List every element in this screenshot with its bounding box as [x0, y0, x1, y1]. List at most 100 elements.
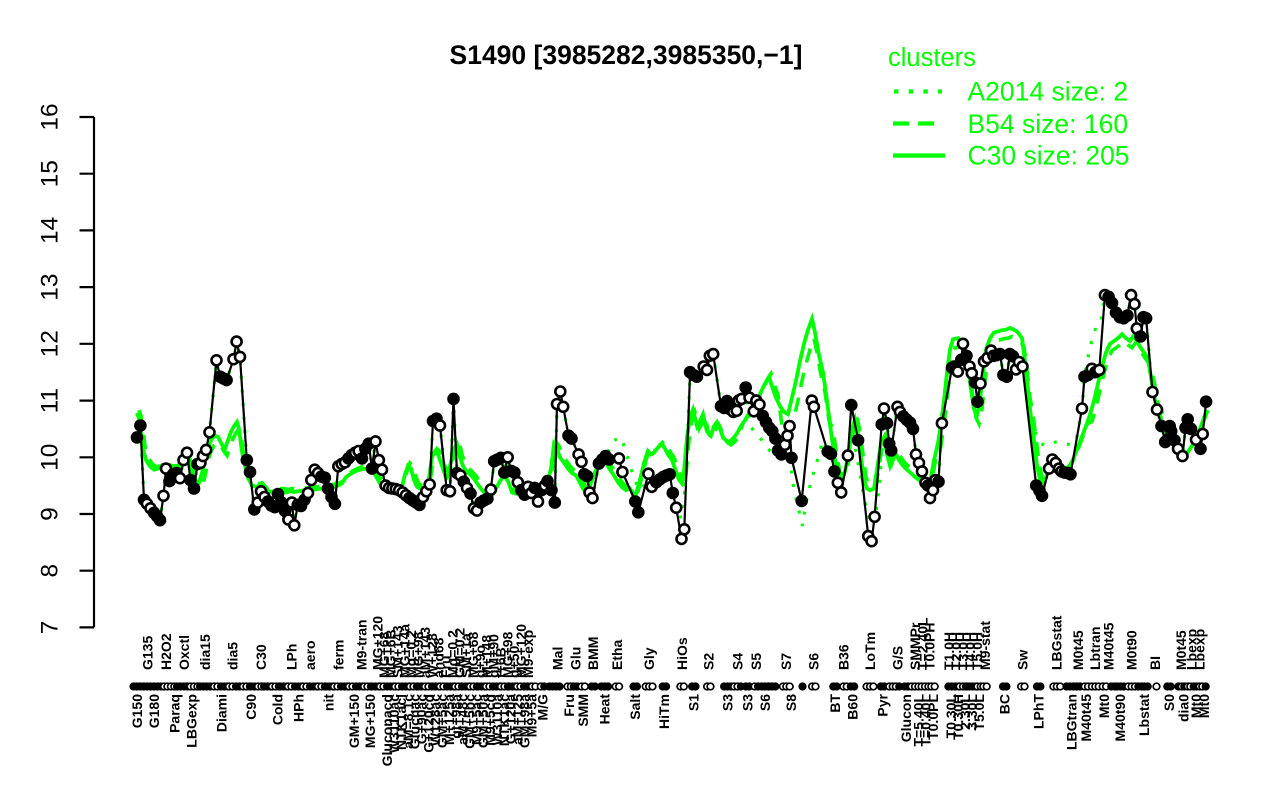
- svg-text:M9-tran: M9-tran: [353, 619, 369, 670]
- svg-text:aM=8.1c: aM=8.1c: [400, 694, 416, 749]
- svg-text:M9+5a: M9+5a: [523, 694, 539, 737]
- svg-text:M0t90: M0t90: [1123, 630, 1139, 670]
- svg-text:ferm: ferm: [331, 640, 347, 670]
- svg-text:Salt: Salt: [627, 694, 643, 720]
- svg-text:Mt0: Mt0: [1096, 694, 1112, 718]
- svg-text:g+9o: g+9o: [472, 645, 488, 678]
- svg-text:14: 14: [37, 217, 64, 244]
- svg-text:Pyr: Pyr: [874, 693, 890, 716]
- svg-text:B36: B36: [836, 644, 852, 670]
- svg-text:GM+5ac: GM+5ac: [434, 694, 450, 748]
- svg-text:Glucnac: Glucnac: [407, 694, 423, 749]
- svg-text:dia0: dia0: [1176, 694, 1192, 722]
- svg-text:MG+120: MG+120: [513, 624, 529, 678]
- svg-text:M+148: M+148: [479, 635, 495, 678]
- svg-text:Gly: Gly: [641, 647, 657, 670]
- svg-text:LBGexp: LBGexp: [184, 694, 200, 748]
- svg-text:G+120a: G+120a: [503, 694, 519, 744]
- svg-text:S7: S7: [778, 653, 794, 670]
- svg-text:T=2.40L: T=2.40L: [914, 617, 930, 670]
- svg-text:SMMPr: SMMPr: [907, 622, 923, 670]
- svg-text:Mg=0.2: Mg=0.2: [403, 630, 419, 678]
- svg-text:15: 15: [37, 160, 64, 187]
- svg-text:S4: S4: [729, 653, 745, 670]
- svg-text:LPhT: LPhT: [1031, 694, 1047, 729]
- svg-text:S1490 [3985282,3985350,−1]: S1490 [3985282,3985350,−1]: [450, 40, 803, 70]
- svg-text:M+125a: M+125a: [441, 694, 457, 745]
- svg-text:MG+68: MG+68: [376, 631, 392, 678]
- svg-text:MG+150: MG+150: [362, 694, 378, 748]
- svg-text:T=0.40L: T=0.40L: [917, 694, 933, 747]
- svg-text:MG+14a: MG+14a: [396, 624, 412, 678]
- svg-text:GM+5bc: GM+5bc: [462, 694, 478, 749]
- svg-text:Etha: Etha: [609, 639, 625, 670]
- svg-text:t+6B: t+6B: [492, 647, 508, 678]
- svg-text:SM+143: SM+143: [390, 625, 406, 678]
- svg-text:13: 13: [37, 273, 64, 300]
- svg-text:G/S: G/S: [889, 646, 905, 670]
- svg-text:T0.30H: T0.30H: [950, 694, 966, 740]
- svg-text:B54 size: 160: B54 size: 160: [968, 109, 1129, 139]
- svg-text:T3.0H: T3.0H: [955, 632, 971, 670]
- svg-text:Heat: Heat: [597, 694, 613, 725]
- svg-text:HiOs: HiOs: [674, 637, 690, 670]
- svg-text:Gluconacd: Gluconacd: [379, 694, 395, 766]
- svg-text:BT: BT: [827, 694, 843, 713]
- svg-text:C30: C30: [253, 644, 269, 670]
- svg-text:M9-stat: M9-stat: [977, 621, 993, 670]
- svg-text:T5.0L: T5.0L: [971, 694, 987, 731]
- svg-text:T0.30L: T0.30L: [943, 694, 959, 739]
- svg-text:W3110a: W3110a: [489, 694, 505, 746]
- svg-text:SM+1a: SM+1a: [458, 633, 474, 678]
- svg-text:S6: S6: [757, 694, 773, 711]
- svg-text:M40t45: M40t45: [1078, 694, 1094, 742]
- svg-text:g+50: g+50: [506, 645, 522, 678]
- svg-text:T2.0H: T2.0H: [948, 632, 964, 670]
- svg-text:S6: S6: [806, 653, 822, 670]
- svg-text:dia15: dia15: [197, 634, 213, 670]
- svg-text:aM+48c: aM+48c: [455, 694, 471, 745]
- svg-text:Diami: Diami: [213, 694, 229, 732]
- svg-text:Lbexp: Lbexp: [1183, 629, 1199, 670]
- svg-text:10: 10: [37, 444, 64, 471]
- svg-text:M0t45: M0t45: [1070, 630, 1086, 670]
- svg-text:B60: B60: [844, 694, 860, 720]
- svg-text:3.30L: 3.30L: [964, 694, 980, 730]
- svg-text:LPh: LPh: [284, 644, 300, 670]
- svg-text:S5: S5: [748, 653, 764, 670]
- svg-text:Mt0: Mt0: [1196, 694, 1212, 718]
- svg-text:and68: and68: [431, 637, 447, 678]
- svg-text:Glu: Glu: [567, 647, 583, 670]
- svg-text:7: 7: [37, 621, 64, 635]
- svg-text:dia5: dia5: [224, 642, 240, 670]
- svg-text:T0.0PL: T0.0PL: [925, 694, 941, 740]
- svg-text:Fru: Fru: [561, 694, 577, 717]
- svg-text:Lbstat: Lbstat: [1136, 694, 1152, 736]
- svg-text:Mt0: Mt0: [1188, 694, 1204, 718]
- svg-text:A2014 size: 2: A2014 size: 2: [968, 77, 1129, 107]
- svg-text:Mg=0.2: Mg=0.2: [444, 630, 460, 678]
- svg-text:M40t90: M40t90: [1112, 694, 1128, 742]
- svg-text:Sw: Sw: [1015, 650, 1031, 670]
- svg-text:S3: S3: [719, 694, 735, 711]
- svg-text:M9+5cd: M9+5cd: [482, 694, 498, 746]
- svg-text:T1.0H: T1.0H: [941, 632, 957, 670]
- svg-text:nit: nit: [321, 694, 337, 711]
- svg-text:MG+98: MG+98: [410, 631, 426, 678]
- svg-text:Paraq: Paraq: [167, 694, 183, 733]
- svg-text:2.30L: 2.30L: [957, 694, 973, 730]
- svg-text:C90: C90: [243, 694, 259, 720]
- svg-text:G+90ac: G+90ac: [414, 694, 430, 744]
- svg-text:S8: S8: [783, 694, 799, 711]
- svg-text:12: 12: [37, 330, 64, 357]
- svg-text:LBGtran: LBGtran: [1063, 694, 1079, 750]
- svg-text:M/G: M/G: [534, 694, 550, 721]
- svg-text:S1: S1: [686, 694, 702, 711]
- svg-text:BC: BC: [997, 694, 1013, 714]
- svg-text:LBGstat: LBGstat: [1049, 615, 1065, 670]
- svg-text:S3: S3: [739, 694, 755, 711]
- svg-text:11: 11: [37, 388, 64, 413]
- svg-text:GM+98a: GM+98a: [516, 694, 532, 748]
- svg-text:GM=0.2: GM=0.2: [451, 628, 467, 678]
- svg-text:8: 8: [37, 564, 64, 578]
